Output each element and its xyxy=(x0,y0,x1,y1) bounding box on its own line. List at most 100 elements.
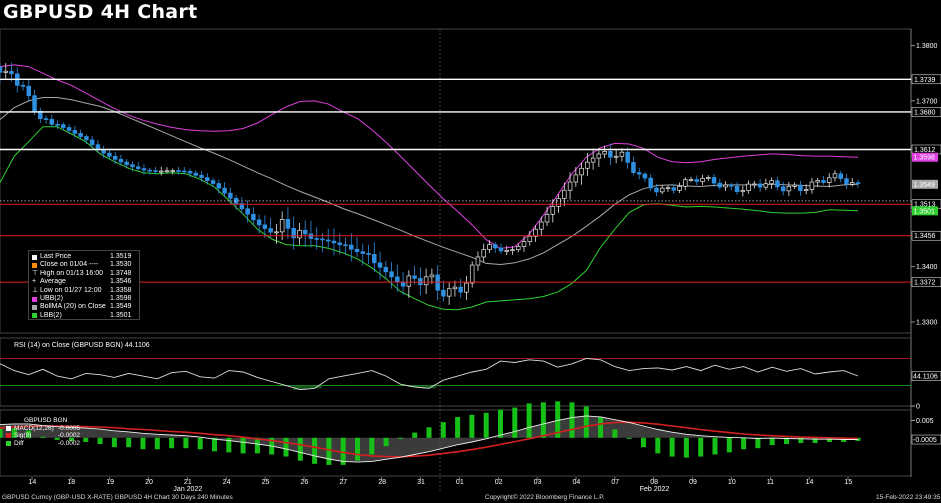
candle-body xyxy=(153,170,158,173)
macd-diff-bar xyxy=(26,430,32,438)
macd-legend-row: Sig(9) -0.0002 xyxy=(6,432,80,440)
legend-value: 1.3501 xyxy=(110,311,132,319)
legend-row: ⊤ High on 01/13 16:00 1.3748 xyxy=(32,270,136,278)
x-tick-label: 18 xyxy=(67,479,75,486)
macd-diff-bar xyxy=(426,427,432,438)
candle-body xyxy=(285,218,291,229)
candle-body xyxy=(757,183,763,188)
candle-body xyxy=(671,187,676,191)
candle-body xyxy=(596,153,602,159)
macd-diff-bar xyxy=(498,409,503,438)
x-tick-label: 02 xyxy=(495,479,503,486)
macd-tag-box xyxy=(911,434,941,445)
macd-legend-value: -0.0002 xyxy=(58,432,81,440)
candle-body xyxy=(763,183,769,188)
candle-body xyxy=(694,179,700,182)
candle-body xyxy=(43,118,49,120)
macd-diff-bar xyxy=(712,437,718,455)
macd-diff-bar xyxy=(240,437,246,454)
macd-legend-value: -0.0002 xyxy=(58,439,81,447)
macd-area xyxy=(0,415,858,463)
macd-diff-bar xyxy=(283,437,289,457)
candle-body xyxy=(475,256,481,266)
macd-diff-bar xyxy=(126,437,132,448)
candle-body xyxy=(256,219,262,226)
macd-diff-bar xyxy=(540,402,546,438)
candle-body xyxy=(613,155,619,158)
macd-panel-title: GBPUSD BGN xyxy=(24,417,68,424)
x-tick-label: 26 xyxy=(301,479,309,486)
legend-value: 1.3530 xyxy=(110,261,132,269)
candle-body xyxy=(469,264,475,284)
macd-legend-swatch xyxy=(6,440,11,446)
level-tag-label: 1.3680 xyxy=(914,109,936,116)
legend-value: 1.3546 xyxy=(110,278,132,286)
candle-body xyxy=(182,170,187,173)
legend-row: BollMA (20) on Close 1.3549 xyxy=(32,303,136,311)
candle-body xyxy=(141,168,147,171)
candle-body xyxy=(337,242,342,246)
macd-diff-bar xyxy=(798,437,804,443)
macd-diff-bar xyxy=(612,429,618,438)
macd-diff-bar xyxy=(183,437,189,449)
candle-body xyxy=(429,274,435,278)
indicator-tag-box xyxy=(912,206,938,216)
candle-body xyxy=(20,84,26,87)
macd-diff-bar xyxy=(326,437,332,465)
candle-body xyxy=(176,170,181,172)
candle-body xyxy=(677,185,682,191)
candle-body xyxy=(89,139,95,145)
rsi-line xyxy=(0,357,859,391)
candle-body xyxy=(481,249,486,258)
candle-body xyxy=(498,247,504,252)
candle-body xyxy=(464,282,469,293)
indicator-tag-label: 1.3549 xyxy=(914,182,936,189)
candle-body xyxy=(700,178,705,182)
legend-swatch: ⊤ xyxy=(32,269,39,277)
macd-legend-swatch xyxy=(6,433,11,439)
candle-body xyxy=(573,174,579,183)
candle-body xyxy=(406,275,412,287)
x-tick-label: 11 xyxy=(767,479,774,486)
rsi-oversold-fill xyxy=(293,385,308,390)
candle-body xyxy=(418,278,423,286)
legend-row: Last Price 1.3519 xyxy=(32,253,136,261)
candle-body xyxy=(844,178,849,185)
chart-title: GBPUSD 4H Chart xyxy=(3,1,198,23)
candle-body xyxy=(487,244,492,250)
macd-legend-row: Diff -0.0002 xyxy=(6,440,80,448)
legend-row: UBB(2) 1.3598 xyxy=(32,295,136,303)
price-legend: Last Price 1.3519 Close on 01/04 ---- 1.353… xyxy=(28,250,140,320)
rsi-oversold-fill xyxy=(307,385,322,389)
candle-body xyxy=(3,70,9,73)
candle-body xyxy=(855,182,861,184)
legend-swatch xyxy=(32,296,37,302)
level-tag-box xyxy=(911,107,941,117)
candle-body xyxy=(556,198,561,207)
candle-body xyxy=(66,127,72,131)
x-tick-label: 04 xyxy=(573,479,581,486)
candle-body xyxy=(199,174,204,178)
rsi-tick-label: 0 xyxy=(916,404,920,411)
macd-diff-bar xyxy=(826,437,832,442)
macd-diff-bar xyxy=(741,437,747,450)
indicator-tag-box xyxy=(912,152,938,162)
legend-label: BollMA (20) on Close xyxy=(40,303,106,311)
candle-body xyxy=(786,186,792,192)
candle-body xyxy=(383,266,389,273)
candle-body xyxy=(452,286,458,290)
candle-body xyxy=(366,253,371,255)
indicator-tag-label: 1.3501 xyxy=(914,208,936,215)
candle-body xyxy=(849,182,855,185)
candle-body xyxy=(245,208,250,215)
candle-body xyxy=(734,185,740,193)
legend-swatch xyxy=(32,262,37,268)
macd-diff-bar xyxy=(726,437,732,453)
candle-body xyxy=(665,187,671,190)
candle-body xyxy=(377,262,383,268)
macd-signal-line xyxy=(0,421,859,458)
macd-diff-bar xyxy=(555,401,561,438)
candle-body xyxy=(711,177,717,184)
candle-body xyxy=(585,161,590,169)
candle-body xyxy=(798,184,803,191)
